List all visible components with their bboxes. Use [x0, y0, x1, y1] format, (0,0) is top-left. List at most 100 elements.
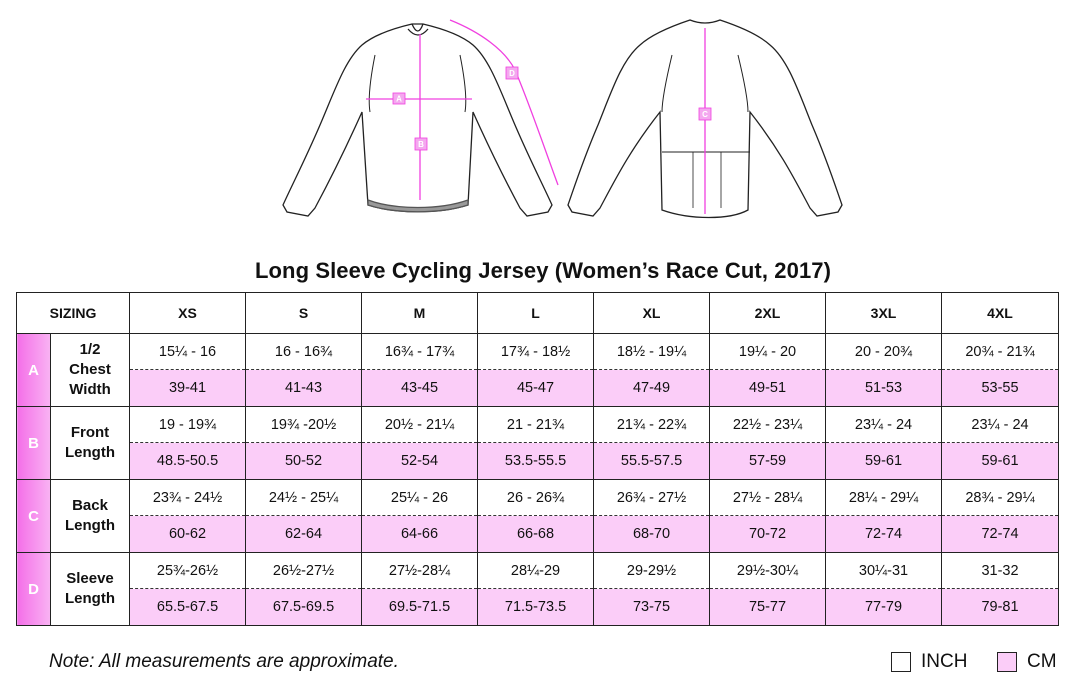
inch-cell: 18½ - 19¼: [593, 333, 711, 370]
inch-cell: 31-32: [941, 552, 1060, 589]
inch-cell: 20¾ - 21¾: [941, 333, 1060, 370]
cm-cell: 69.5-71.5: [361, 588, 479, 626]
cm-cell: 70-72: [709, 515, 827, 553]
cm-cell: 50-52: [245, 442, 363, 480]
cm-cell: 66-68: [477, 515, 595, 553]
cm-cell: 49-51: [709, 369, 827, 407]
measure-letter: A: [16, 333, 51, 407]
inch-cell: 22½ - 23¼: [709, 406, 827, 443]
inch-cell: 23¼ - 24: [825, 406, 943, 443]
cm-cell: 53.5-55.5: [477, 442, 595, 480]
inch-cell: 17¾ - 18½: [477, 333, 595, 370]
measure-label-line: Sleeve: [66, 570, 114, 587]
inch-cell: 27½-28¼: [361, 552, 479, 589]
cm-cell: 77-79: [825, 588, 943, 626]
measure-label: 1/2 Chest Width: [49, 333, 131, 407]
cm-cell: 65.5-67.5: [129, 588, 247, 626]
legend-cm-label: CM: [1027, 651, 1057, 672]
size-header-2xl: 2XL: [709, 292, 827, 334]
label-c: C: [702, 110, 708, 119]
inch-cell: 28¼-29: [477, 552, 595, 589]
cm-cell: 59-61: [825, 442, 943, 480]
cm-cell: 62-64: [245, 515, 363, 553]
inch-cell: 20 - 20¾: [825, 333, 943, 370]
legend-cm: CM: [997, 651, 1057, 673]
cm-cell: 45-47: [477, 369, 595, 407]
chart-title: Long Sleeve Cycling Jersey (Women’s Race…: [254, 258, 832, 283]
cm-cell: 59-61: [941, 442, 1060, 480]
cm-cell: 72-74: [825, 515, 943, 553]
legend-inch: INCH: [891, 651, 967, 673]
inch-cell: 19 - 19¾: [129, 406, 247, 443]
cm-cell: 64-66: [361, 515, 479, 553]
cm-cell: 72-74: [941, 515, 1060, 553]
size-header-s: S: [245, 292, 363, 334]
size-header-l: L: [477, 292, 595, 334]
size-header-xs: XS: [129, 292, 247, 334]
front-jersey-diagram: [282, 23, 553, 217]
inch-cell: 29½-30¼: [709, 552, 827, 589]
inch-cell: 15¼ - 16: [129, 333, 247, 370]
measure-label-line: Length: [65, 590, 115, 607]
inch-cell: 26 - 26¾: [477, 479, 595, 516]
measure-label-line: Length: [65, 444, 115, 461]
table-row: A 1/2 Chest Width 15¼ - 16 16 - 16¾ 16¾ - 17¾ 1…: [16, 333, 1060, 407]
inch-cell: 28¼ - 29¼: [825, 479, 943, 516]
label-d: D: [509, 69, 515, 78]
cm-cell: 75-77: [709, 588, 827, 626]
size-header-m: M: [361, 292, 479, 334]
inch-cell: 26¾ - 27½: [593, 479, 711, 516]
inch-cell: 28¾ - 29¼: [941, 479, 1060, 516]
inch-cell: 24½ - 25¼: [245, 479, 363, 516]
sizing-header: SIZING: [15, 292, 131, 334]
inch-cell: 21¾ - 22¾: [593, 406, 711, 443]
measure-letter: D: [16, 552, 51, 626]
legend-inch-label: INCH: [921, 651, 968, 672]
cm-cell: 60-62: [129, 515, 247, 553]
cm-cell: 73-75: [593, 588, 711, 626]
table-row: D Sleeve Length 25¾-26½ 26½-27½ 27½-28¼ 28¼-29…: [16, 552, 1060, 626]
measure-label: Back Length: [49, 479, 131, 553]
cm-cell: 47-49: [593, 369, 711, 407]
table-row: B Front Length 19 - 19¾ 19¾ -20½ 20½ - 21¼ 21 …: [16, 406, 1060, 480]
measure-label-line: Back: [72, 497, 108, 514]
measure-label: Sleeve Length: [49, 552, 131, 626]
table-row: 65.5-67.5 67.5-69.5 69.5-71.5 71.5-73.5 73-7…: [17, 588, 1060, 626]
cm-cell: 79-81: [941, 588, 1060, 626]
cm-cell: 71.5-73.5: [477, 588, 595, 626]
label-a: A: [396, 95, 402, 104]
measure-letter: C: [16, 479, 51, 553]
inch-cell: 27½ - 28¼: [709, 479, 827, 516]
inch-cell: 26½-27½: [245, 552, 363, 589]
cm-cell: 55.5-57.5: [593, 442, 711, 480]
measure-label-line: Chest: [69, 361, 111, 378]
size-header-4xl: 4XL: [941, 292, 1060, 334]
cm-cell: 53-55: [941, 369, 1060, 407]
cm-cell: 57-59: [709, 442, 827, 480]
measure-label-line: Length: [65, 517, 115, 534]
inch-cell: 19¾ -20½: [245, 406, 363, 443]
measure-label-line: 1/2: [79, 341, 101, 358]
size-table: SIZING XS S M L XL 2XL 3XL 4XL A 1/2 Chest…: [15, 292, 1060, 626]
note-text: Note: All measurements are approximate.: [49, 651, 399, 672]
inch-cell: 23¼ - 24: [941, 406, 1060, 443]
table-row: 60-62 62-64 64-66 66-68 68-70 70-72 72-74 72-74: [17, 515, 1060, 553]
table-row: 39-41 41-43 43-45 45-47 47-49 49-51 51-53 53-55: [17, 369, 1060, 407]
inch-swatch: [891, 652, 911, 672]
label-b: B: [418, 140, 424, 149]
cm-cell: 51-53: [825, 369, 943, 407]
inch-cell: 19¼ - 20: [709, 333, 827, 370]
cm-cell: 43-45: [361, 369, 479, 407]
measure-label: Front Length: [49, 406, 131, 480]
jersey-diagrams: A B D C: [282, 19, 843, 219]
cm-cell: 52-54: [361, 442, 479, 480]
table-row: C Back Length 23¾ - 24½ 24½ - 25¼ 25¼ - 26 26 …: [16, 479, 1060, 553]
inch-cell: 29-29½: [593, 552, 711, 589]
size-header-row: SIZING XS S M L XL 2XL 3XL 4XL: [15, 292, 1060, 334]
inch-cell: 23¾ - 24½: [129, 479, 247, 516]
cm-cell: 39-41: [129, 369, 247, 407]
measure-label-line: Front: [70, 424, 110, 441]
size-header-xl: XL: [593, 292, 711, 334]
measure-label-line: Width: [69, 381, 111, 398]
cm-swatch: [997, 652, 1017, 672]
